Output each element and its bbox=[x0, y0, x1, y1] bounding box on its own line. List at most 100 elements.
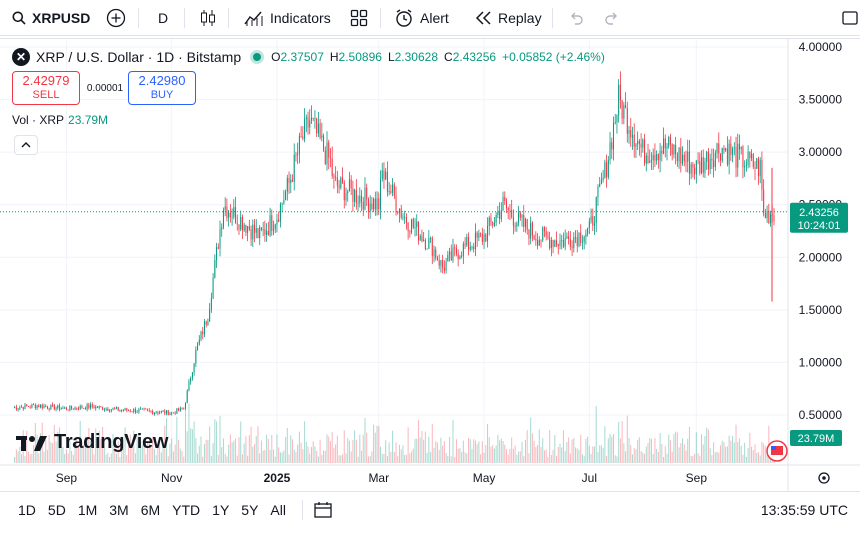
volume-bar bbox=[462, 440, 464, 463]
replay-button[interactable]: Replay bbox=[474, 0, 542, 36]
candle-body bbox=[614, 122, 616, 124]
candle-body bbox=[291, 179, 294, 182]
x-tick-label: Sep bbox=[686, 471, 708, 485]
candle-body bbox=[654, 154, 656, 161]
range-all[interactable]: All bbox=[270, 502, 286, 518]
legend-title[interactable]: XRP / U.S. Dollar · 1D · Bitstamp bbox=[36, 49, 242, 65]
volume-bar bbox=[526, 430, 528, 463]
range-ytd[interactable]: YTD bbox=[172, 502, 201, 518]
candle-body bbox=[445, 261, 447, 271]
candle-body bbox=[592, 216, 594, 226]
candle-body bbox=[77, 408, 80, 410]
candle-body bbox=[397, 211, 399, 213]
alert-button[interactable]: Alert bbox=[394, 0, 449, 36]
volume-bar bbox=[557, 447, 559, 463]
layouts-button[interactable] bbox=[350, 0, 368, 36]
candle-body bbox=[440, 260, 442, 266]
candle-body bbox=[17, 408, 19, 410]
candle-body bbox=[716, 143, 718, 153]
volume-bar bbox=[323, 450, 325, 463]
candle-body bbox=[469, 247, 471, 250]
candle-body bbox=[46, 406, 48, 409]
buy-button[interactable]: 2.42980 BUY bbox=[128, 71, 196, 105]
volume-bar bbox=[90, 440, 92, 463]
candle-body bbox=[419, 235, 421, 241]
volume-bar bbox=[114, 441, 116, 463]
volume-bar bbox=[45, 439, 47, 463]
chart-type-button[interactable] bbox=[200, 0, 216, 36]
candle-body bbox=[371, 203, 373, 210]
candle-body bbox=[267, 230, 269, 235]
candle-body bbox=[704, 161, 706, 173]
volume-bar bbox=[19, 446, 21, 463]
undo-button[interactable] bbox=[568, 0, 584, 36]
candle-body bbox=[152, 411, 154, 414]
candle-body bbox=[96, 406, 98, 408]
candle-body bbox=[95, 406, 97, 409]
range-1y[interactable]: 1Y bbox=[212, 502, 230, 518]
candle-body bbox=[138, 409, 140, 412]
range-6m[interactable]: 6M bbox=[140, 502, 161, 518]
volume-bar bbox=[657, 452, 659, 463]
sell-button[interactable]: 2.42979 SELL bbox=[12, 71, 80, 105]
candle-body bbox=[692, 164, 694, 168]
range-1d[interactable]: 1D bbox=[18, 502, 36, 518]
volume-bar bbox=[576, 448, 578, 463]
candle-body bbox=[381, 170, 383, 179]
candle-body bbox=[105, 408, 107, 410]
symbol-search-button[interactable]: XRPUSD bbox=[12, 0, 90, 36]
candle-body bbox=[499, 211, 501, 220]
indicators-label: Indicators bbox=[270, 10, 331, 26]
candle-body bbox=[452, 247, 454, 261]
candle-body bbox=[373, 198, 375, 210]
fullscreen-button[interactable] bbox=[842, 0, 858, 36]
range-1m[interactable]: 1M bbox=[77, 502, 98, 518]
volume-bar bbox=[91, 434, 93, 463]
volume-bar bbox=[504, 444, 506, 463]
candle-body bbox=[486, 226, 489, 242]
candle-body bbox=[174, 412, 176, 414]
volume-legend: Vol · XRP 23.79M bbox=[12, 113, 108, 127]
volume-bar bbox=[492, 445, 494, 463]
candle-body bbox=[447, 254, 449, 262]
volume-bar bbox=[316, 451, 318, 463]
candle-body bbox=[713, 160, 715, 168]
chart-pane[interactable]: 4.000003.500003.000002.500002.000001.500… bbox=[0, 38, 860, 493]
indicators-button[interactable]: Indicators bbox=[244, 0, 331, 36]
redo-button[interactable] bbox=[604, 0, 620, 36]
candle-body bbox=[735, 147, 737, 168]
goto-date-button[interactable] bbox=[301, 500, 333, 520]
axis-settings-icon[interactable] bbox=[818, 472, 830, 484]
collapse-legend-button[interactable] bbox=[14, 135, 38, 155]
interval-button[interactable]: D bbox=[158, 0, 168, 36]
volume-bar bbox=[359, 434, 361, 463]
candle-body bbox=[726, 148, 728, 165]
volume-bar bbox=[635, 449, 637, 463]
candle-body bbox=[39, 404, 42, 408]
add-compare-button[interactable] bbox=[106, 0, 126, 36]
volume-bar bbox=[690, 455, 692, 463]
volume-bar bbox=[766, 452, 768, 463]
price-chart[interactable]: 4.000003.500003.000002.500002.000001.500… bbox=[0, 39, 860, 493]
volume-bar bbox=[547, 456, 549, 463]
candle-body bbox=[145, 408, 147, 410]
range-3m[interactable]: 3M bbox=[109, 502, 129, 518]
close-value: 2.43256 bbox=[452, 50, 497, 64]
candle-body bbox=[505, 200, 508, 209]
volume-bar bbox=[450, 456, 452, 463]
x-tick-label: 2025 bbox=[264, 471, 291, 485]
volume-bar bbox=[21, 454, 23, 463]
candle-body bbox=[224, 206, 226, 210]
range-5d[interactable]: 5D bbox=[47, 502, 66, 518]
candle-body bbox=[62, 408, 64, 409]
utc-clock[interactable]: 13:35:59 UTC bbox=[760, 502, 848, 518]
volume-bar bbox=[454, 456, 456, 463]
candle-body bbox=[167, 410, 169, 416]
range-5y[interactable]: 5Y bbox=[241, 502, 259, 518]
volume-bar bbox=[585, 438, 587, 463]
volume-bar bbox=[252, 446, 254, 463]
volume-bar bbox=[195, 438, 197, 463]
volume-bar bbox=[57, 431, 59, 463]
xrp-logo-icon: ✕ bbox=[12, 48, 30, 66]
candle-body bbox=[15, 407, 17, 410]
